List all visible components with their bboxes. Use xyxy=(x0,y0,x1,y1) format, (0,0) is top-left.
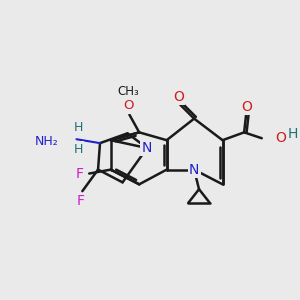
Text: F: F xyxy=(76,194,84,208)
Text: OH: OH xyxy=(275,131,297,145)
Text: NH₂: NH₂ xyxy=(35,135,59,148)
Text: H: H xyxy=(74,142,83,155)
Text: F: F xyxy=(75,167,83,181)
Text: H: H xyxy=(74,121,83,134)
Text: O: O xyxy=(173,90,184,104)
Text: O: O xyxy=(123,99,134,112)
Text: H: H xyxy=(288,127,298,141)
Text: CH₃: CH₃ xyxy=(118,85,139,98)
Text: O: O xyxy=(242,100,253,114)
Text: N: N xyxy=(189,163,199,177)
Text: N: N xyxy=(142,141,152,155)
